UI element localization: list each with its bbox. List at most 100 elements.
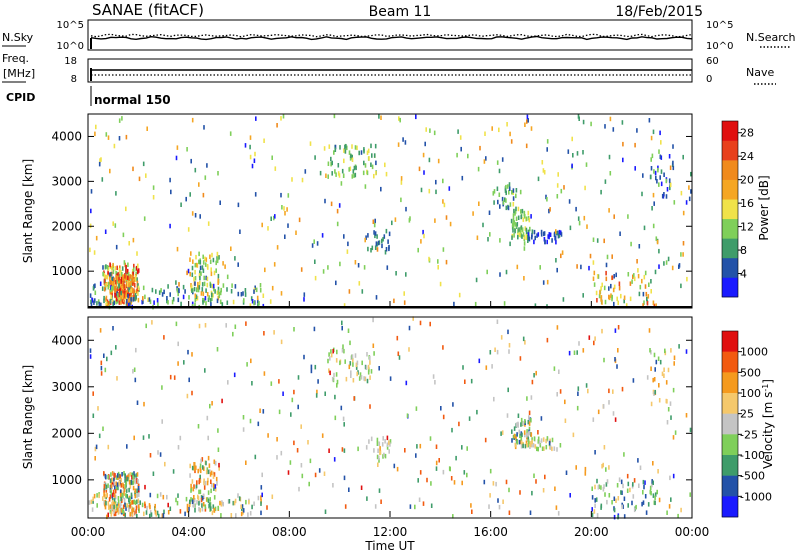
- range-cell: [341, 325, 343, 331]
- range-cell: [404, 140, 407, 145]
- range-cell: [136, 493, 139, 498]
- range-cell: [123, 284, 125, 289]
- range-cell: [210, 470, 213, 476]
- range-cell: [376, 441, 379, 446]
- range-cell: [350, 373, 352, 378]
- range-cell: [118, 274, 121, 279]
- range-cell: [654, 495, 656, 501]
- range-cell: [622, 157, 624, 163]
- range-cell: [661, 371, 664, 377]
- range-cell: [622, 504, 624, 509]
- range-cell: [655, 303, 657, 308]
- range-cell: [204, 175, 207, 180]
- range-cell: [134, 491, 136, 496]
- range-cell: [478, 201, 480, 206]
- range-cell: [554, 235, 557, 241]
- range-cell: [459, 135, 462, 140]
- range-cell: [533, 436, 536, 441]
- range-cell: [580, 264, 582, 270]
- range-cell: [149, 299, 152, 304]
- range-cell: [232, 331, 234, 337]
- range-cell: [343, 158, 345, 164]
- range-cell: [196, 480, 198, 485]
- range-cell: [594, 498, 596, 503]
- range-cell: [382, 454, 384, 459]
- range-cell: [458, 421, 460, 427]
- range-cell: [677, 513, 679, 519]
- range-cell: [672, 473, 675, 479]
- range-cell: [548, 440, 551, 446]
- range-cell: [573, 350, 576, 355]
- range-cell: [280, 192, 282, 198]
- range-cell: [107, 266, 110, 272]
- range-cell: [125, 275, 128, 280]
- colorbar-segment: [722, 277, 738, 298]
- range-cell: [332, 348, 334, 354]
- range-cell: [131, 475, 133, 480]
- range-cell: [331, 160, 333, 166]
- range-cell: [438, 458, 440, 463]
- range-cell: [175, 155, 178, 161]
- noise-search-label: N.Search: [746, 31, 796, 44]
- range-cell: [133, 471, 135, 476]
- range-cell: [161, 419, 163, 424]
- colorbar-segment: [722, 199, 738, 220]
- range-cell: [489, 232, 491, 237]
- range-cell: [211, 296, 213, 301]
- range-cell: [324, 198, 326, 204]
- range-cell: [112, 326, 114, 331]
- range-cell: [202, 297, 204, 303]
- range-cell: [649, 489, 652, 495]
- range-cell: [334, 144, 337, 150]
- range-cell: [588, 265, 590, 271]
- range-cell: [591, 486, 593, 491]
- range-cell: [95, 235, 98, 241]
- range-cell: [572, 153, 574, 158]
- range-cell: [429, 128, 431, 133]
- range-cell: [260, 501, 262, 506]
- range-cell: [617, 300, 619, 306]
- range-cell: [129, 285, 132, 290]
- range-cell: [260, 510, 262, 516]
- range-cell: [314, 155, 316, 160]
- range-cell: [504, 197, 506, 202]
- range-cell: [134, 477, 137, 482]
- range-cell: [117, 475, 119, 480]
- range-cell: [416, 444, 418, 449]
- range-cell: [117, 496, 120, 501]
- range-cell: [632, 482, 634, 487]
- range-cell: [614, 417, 617, 422]
- range-cell: [104, 367, 107, 373]
- range-cell: [261, 472, 263, 478]
- range-cell: [209, 254, 211, 259]
- range-cell: [203, 125, 205, 130]
- range-cell: [484, 131, 486, 136]
- range-cell: [125, 301, 128, 306]
- range-cell: [134, 377, 137, 383]
- range-cell: [91, 297, 93, 302]
- range-cell: [142, 285, 145, 291]
- range-cell: [373, 351, 375, 356]
- range-cell: [560, 253, 562, 259]
- range-cell: [118, 292, 120, 298]
- range-cell: [378, 366, 380, 371]
- range-cell: [185, 196, 187, 202]
- range-cell: [511, 222, 514, 227]
- range-cell: [193, 466, 196, 471]
- range-cell: [597, 485, 600, 490]
- range-cell: [650, 401, 653, 407]
- range-cell: [545, 438, 547, 444]
- range-cell: [408, 325, 411, 331]
- range-cell: [526, 429, 528, 434]
- range-cell: [199, 260, 202, 265]
- range-cell: [120, 290, 122, 296]
- range-cell: [506, 184, 509, 189]
- range-cell: [121, 266, 124, 271]
- range-cell: [96, 493, 98, 498]
- range-cell: [100, 360, 103, 366]
- range-cell: [263, 138, 265, 143]
- range-cell: [449, 466, 451, 472]
- range-cell: [372, 219, 375, 224]
- range-cell: [599, 290, 601, 295]
